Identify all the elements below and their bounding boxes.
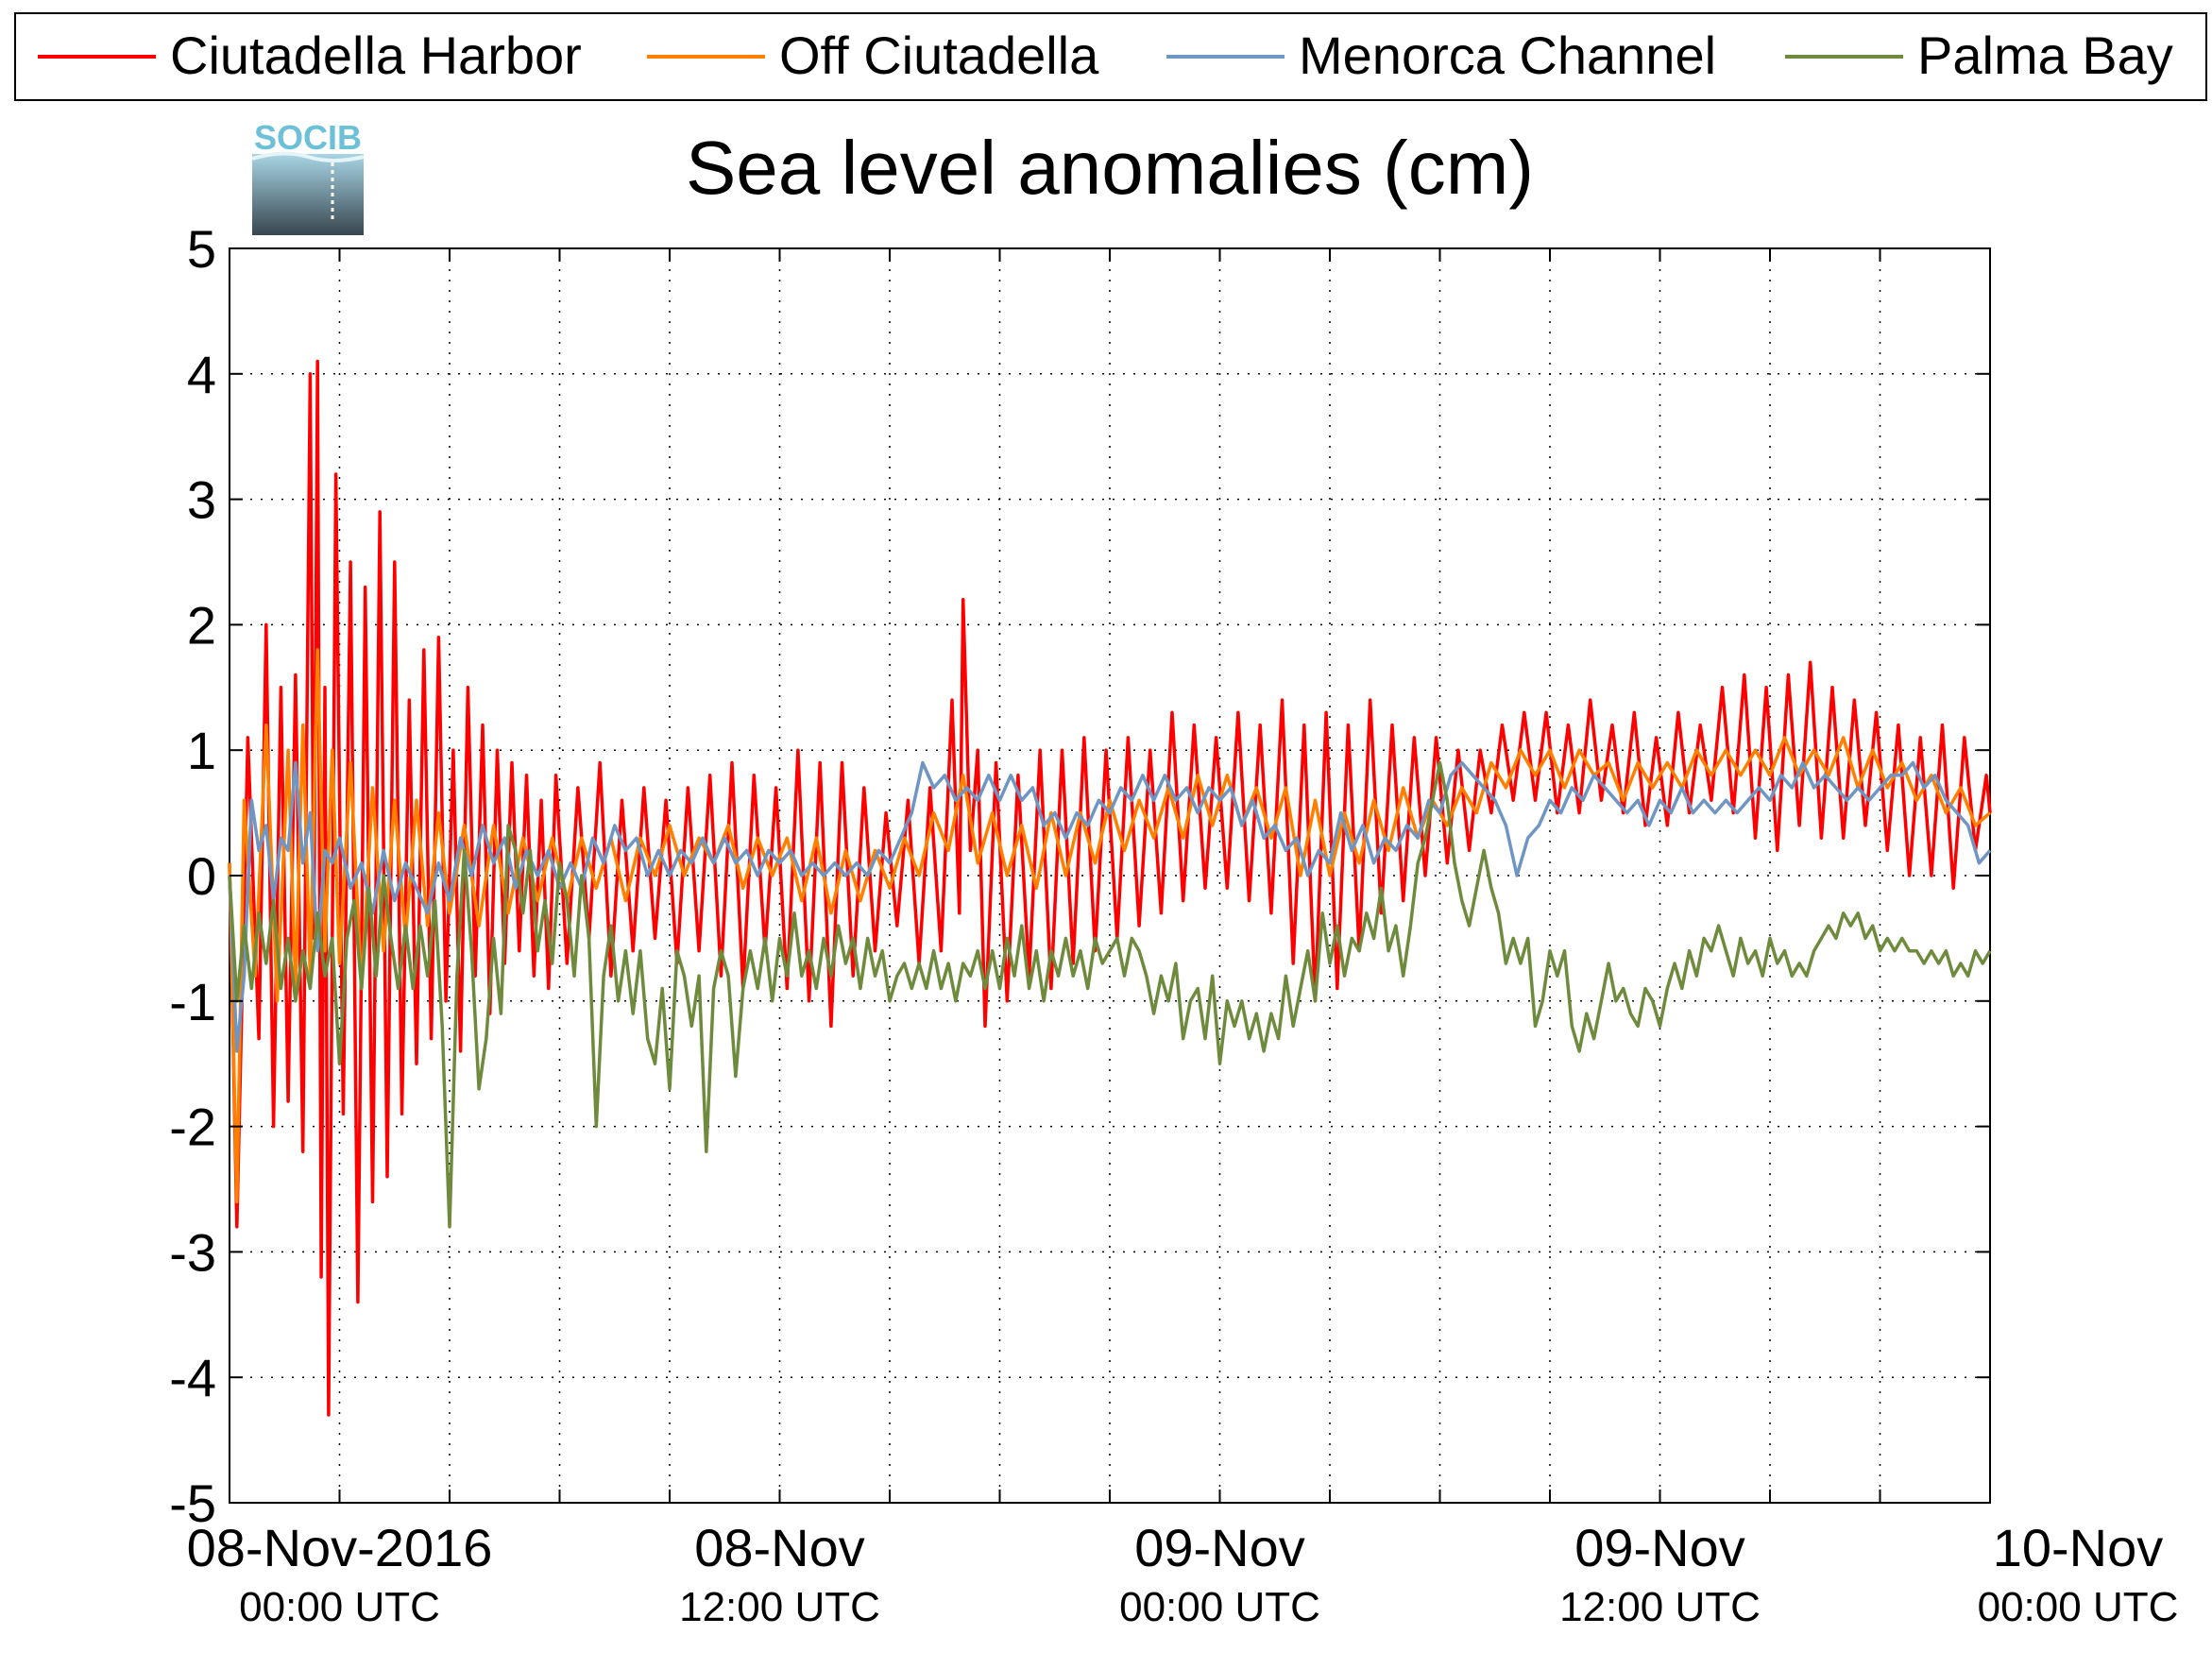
y-tick-label: 2: [187, 595, 216, 655]
legend-label: Off Ciutadella: [779, 26, 1099, 85]
y-axis: 5 4 3 2 1 0 -1 -2 -3 -4 -5: [169, 219, 1990, 1533]
y-tick-label: 4: [187, 345, 216, 404]
x-tick-label-time: 12:00 UTC: [679, 1584, 880, 1630]
grid: [230, 248, 1990, 1503]
legend-item-off-ciutadella: Off Ciutadella: [647, 26, 1099, 85]
x-tick-label-date: 08-Nov: [694, 1518, 865, 1577]
x-tick-label-date: 08-Nov-2016: [187, 1518, 493, 1577]
x-axis: 08-Nov-2016 00:00 UTC 08-Nov 12:00 UTC 09-No…: [187, 248, 2179, 1630]
y-tick-label: -1: [169, 972, 216, 1031]
y-tick-label: 0: [187, 846, 216, 906]
legend: Ciutadella Harbor Off Ciutadella Menorca…: [14, 12, 2207, 101]
x-tick-label-time: 00:00 UTC: [239, 1584, 440, 1630]
x-tick-label-date: 09-Nov: [1574, 1518, 1745, 1577]
series-lines: [228, 359, 1992, 1417]
legend-item-palma-bay: Palma Bay: [1785, 26, 2173, 85]
y-tick-label: -5: [169, 1473, 216, 1533]
y-tick-label: 3: [187, 470, 216, 530]
x-tick-label-date: 10-Nov: [1993, 1518, 2164, 1577]
legend-label: Menorca Channel: [1299, 26, 1716, 85]
y-tick-label: -4: [169, 1348, 216, 1407]
y-tick-label: -3: [169, 1222, 216, 1282]
legend-item-ciutadella-harbor: Ciutadella Harbor: [38, 26, 582, 85]
logo-text: SOCIB: [254, 118, 362, 157]
series-line-ciutadella-harbor: [228, 359, 1992, 1417]
legend-item-menorca-channel: Menorca Channel: [1166, 26, 1716, 85]
y-tick-label: 5: [187, 219, 216, 279]
x-tick-label-time: 00:00 UTC: [1978, 1584, 2179, 1630]
y-tick-label: -2: [169, 1098, 216, 1157]
legend-label: Ciutadella Harbor: [170, 26, 582, 85]
legend-label: Palma Bay: [1917, 26, 2173, 85]
series-line-menorca-channel: [228, 760, 1992, 1053]
series-line-off-ciutadella: [228, 648, 1992, 1204]
y-tick-label: 1: [187, 721, 216, 780]
x-tick-label-date: 09-Nov: [1134, 1518, 1305, 1577]
logo-water: [252, 154, 364, 235]
logo-wave: [251, 151, 365, 162]
x-tick-label-time: 12:00 UTC: [1559, 1584, 1761, 1630]
x-tick-label-time: 00:00 UTC: [1119, 1584, 1320, 1630]
series-line-palma-bay: [228, 760, 1992, 1229]
socib-logo: SOCIB: [251, 118, 365, 235]
chart-title: Sea level anomalies (cm): [686, 126, 1534, 210]
